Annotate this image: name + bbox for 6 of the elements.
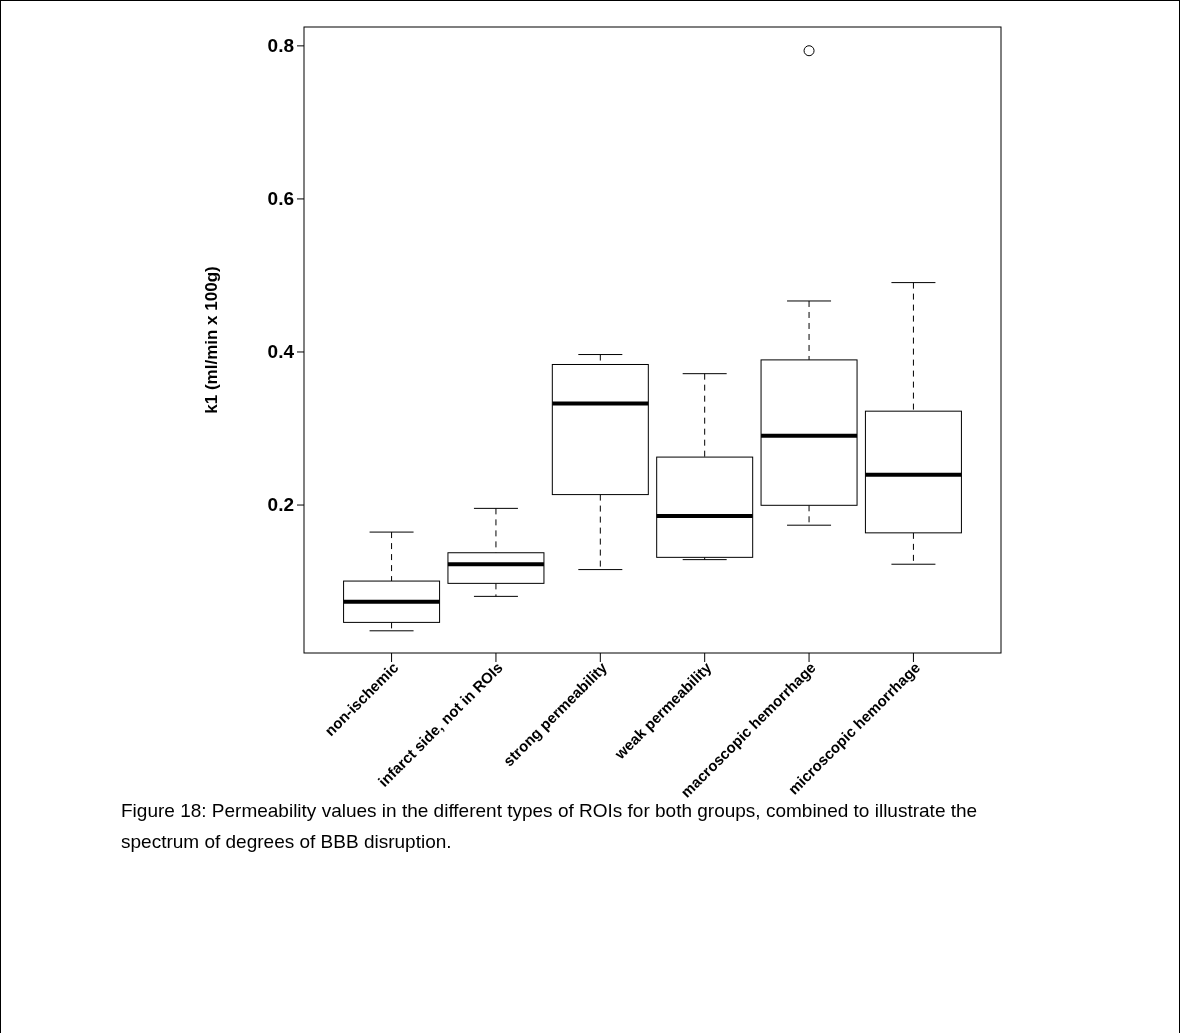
y-tick-label: 0.6 [267,188,294,209]
y-tick-label: 0.2 [267,494,294,516]
y-tick-label: 0.4 [267,341,295,363]
y-tick-label: 0.8 [267,34,294,56]
caption: Figure 18: Permeability values in the different types of ROIs for both groups, combined to illustrate the spectrum of degrees of BBB disruption. [121,800,978,852]
y-axis-title: k1 (ml/min x 100g) [202,266,221,414]
